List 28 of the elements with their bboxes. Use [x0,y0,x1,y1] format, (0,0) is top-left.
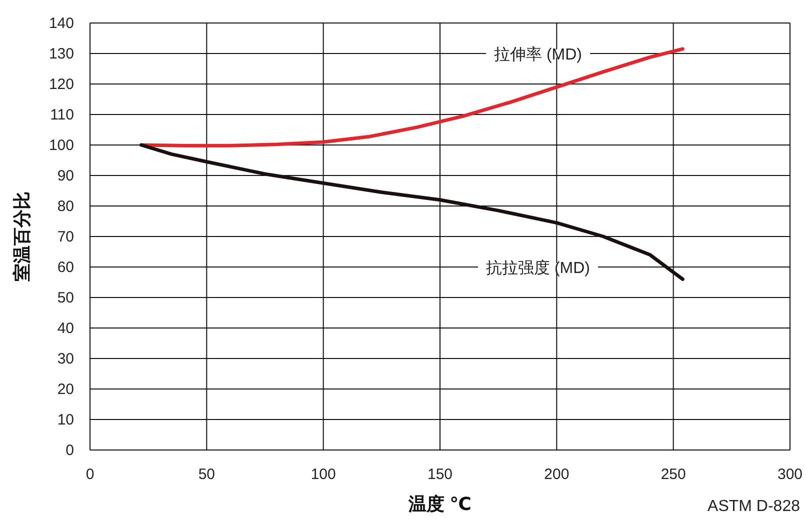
y-tick-label: 120 [48,76,74,93]
x-tick-label: 250 [660,466,686,483]
y-tick-label: 130 [48,46,74,62]
y-tick-label: 60 [57,259,74,276]
x-axis-title: 温度 ℃ [408,494,472,514]
y-tick-label: 30 [57,350,74,368]
x-tick-label: 300 [777,466,803,483]
series-label: 抗拉强度 (MD) [486,259,590,277]
y-tick-label: 110 [50,106,74,124]
y-tick-label: 20 [57,381,74,398]
y-tick-label: 50 [57,290,74,306]
x-tick-label: 150 [427,466,453,483]
y-tick-label: 100 [48,137,74,154]
y-tick-label: 40 [57,320,74,337]
y-tick-label: 0 [66,442,74,459]
series-label: 拉伸率 (MD) [494,46,582,64]
x-tick-label: 200 [544,466,570,483]
x-tick-label: 0 [86,466,94,483]
y-tick-label: 10 [57,412,74,428]
y-tick-label: 80 [57,198,74,215]
y-tick-label: 90 [57,168,74,184]
y-tick-label: 70 [57,228,74,246]
x-tick-label: 100 [310,466,336,483]
line-series [140,47,684,148]
y-axis-title: 室温百分比 [12,192,32,282]
y-tick-label: 140 [48,15,74,32]
text: ASTM D-828 [708,498,800,515]
x-tick-label: 50 [198,466,216,483]
